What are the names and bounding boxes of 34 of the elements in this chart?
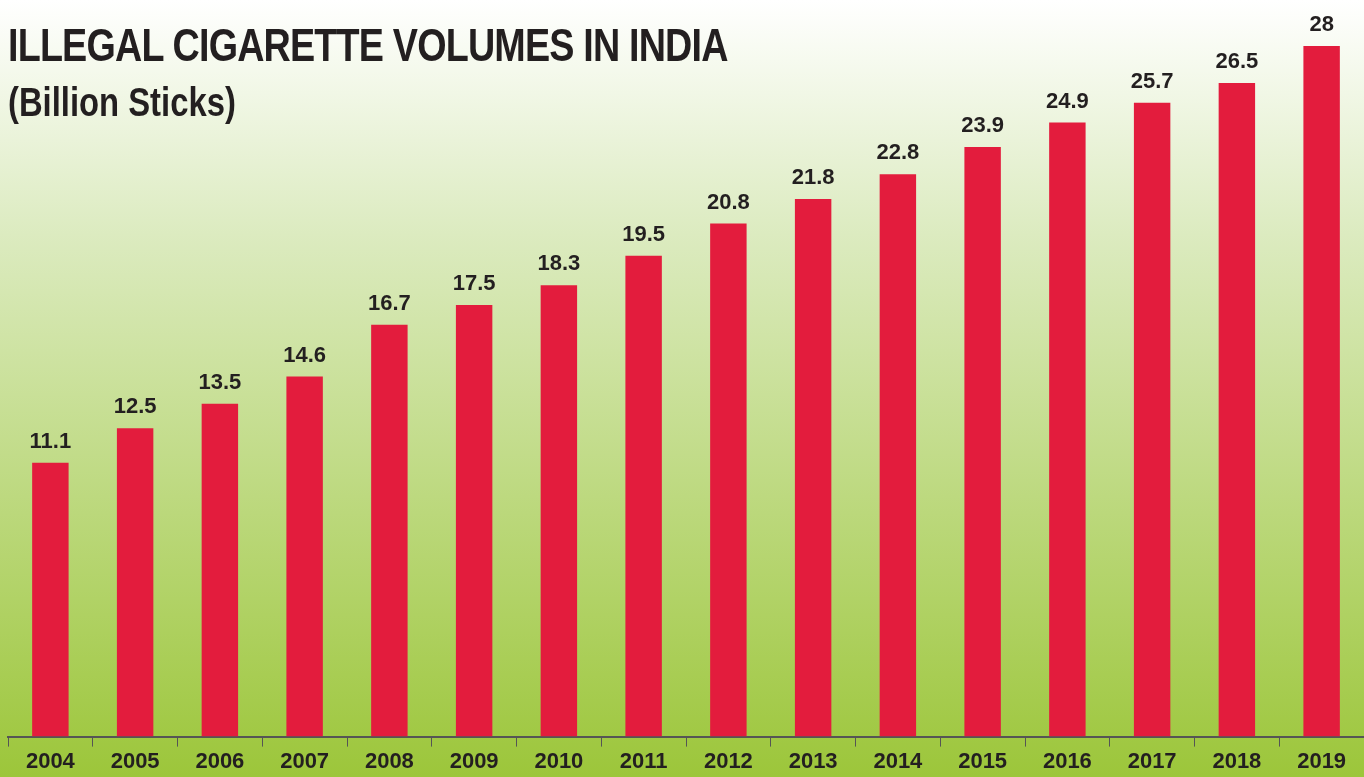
x-tick-label: 2016 [1042, 747, 1092, 773]
x-tick-label: 2010 [534, 747, 584, 773]
x-tick-label: 2005 [110, 747, 160, 773]
x-tick-label: 2019 [1297, 747, 1347, 773]
data-label: 21.8 [791, 163, 835, 189]
x-tick-label: 2018 [1212, 747, 1262, 773]
x-tick-label: 2013 [788, 747, 838, 773]
data-label: 20.8 [706, 188, 750, 214]
data-label: 17.5 [452, 270, 496, 296]
x-tick-label: 2011 [619, 747, 668, 773]
text: (Billion Sticks) [8, 80, 236, 125]
data-label: 25.7 [1130, 67, 1174, 93]
data-label: 22.8 [876, 139, 920, 165]
x-tick-label: 2007 [280, 747, 330, 773]
x-tick-label: 2008 [364, 747, 414, 773]
data-label: 24.9 [1045, 87, 1089, 113]
chart-title: ILLEGAL CIGARETTE VOLUMES IN INDIA [8, 18, 728, 72]
data-label: 16.7 [367, 289, 411, 315]
data-label: 12.5 [113, 393, 157, 419]
x-tick-label: 2015 [958, 747, 1008, 773]
x-tick-label: 2006 [195, 747, 245, 773]
data-label: 11.1 [29, 427, 72, 453]
data-label: 26.5 [1215, 48, 1259, 74]
data-label: 23.9 [961, 112, 1005, 138]
x-tick-label: 2014 [873, 747, 924, 773]
data-label: 19.5 [622, 220, 666, 246]
data-label: 14.6 [283, 341, 327, 367]
data-label: 13.5 [198, 368, 242, 394]
x-tick-label: 2017 [1127, 747, 1177, 773]
x-tick-label: 2012 [703, 747, 753, 773]
x-tick-label: 2009 [449, 747, 499, 773]
data-label: 28 [1309, 11, 1334, 37]
data-label: 18.3 [537, 250, 581, 276]
x-tick-label: 2004 [25, 747, 76, 773]
